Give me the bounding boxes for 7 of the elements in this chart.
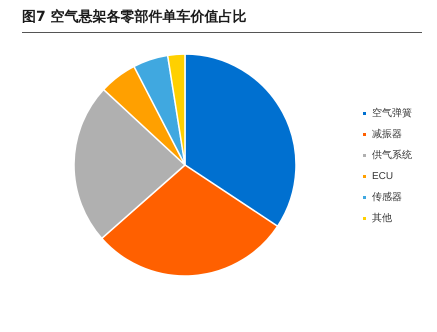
legend-label: 其他 — [372, 212, 392, 224]
legend-label: ECU — [372, 171, 394, 182]
legend-label: 减振器 — [372, 128, 402, 140]
legend-label: 传感器 — [372, 191, 402, 203]
legend-label: 供气系统 — [372, 149, 412, 161]
legend-label: 空气弹簧 — [372, 107, 412, 119]
chart-title: 图7 空气悬架各零部件单车价值占比 — [22, 8, 422, 33]
